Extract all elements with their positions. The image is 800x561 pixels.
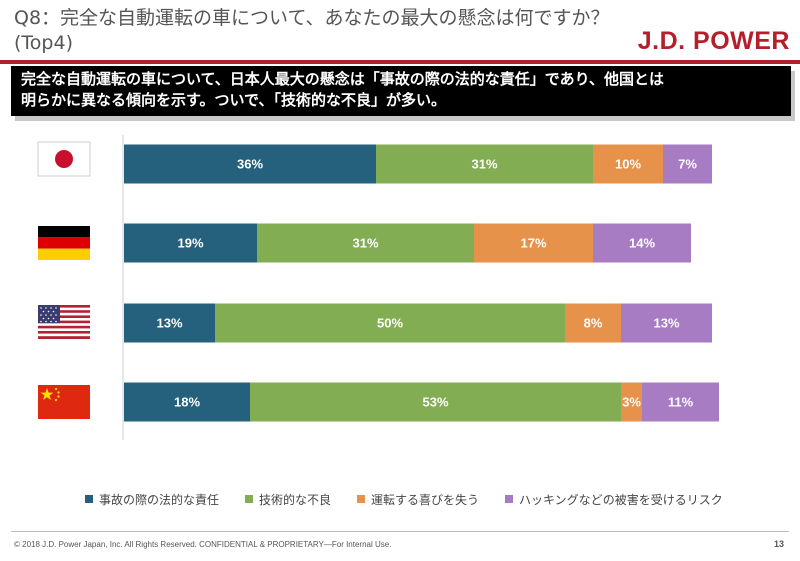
bar-segment xyxy=(621,382,642,422)
legend-label: ハッキングなどの被害を受けるリスク xyxy=(519,492,723,507)
jd-power-logo: J.D. POWER xyxy=(637,27,790,55)
stacked-bar-chart: 36% 31% 10% 7% 19% 31% 17% 14% 13% 50% 8% 13% 18% 53%… xyxy=(37,135,719,440)
japan-flag-icon xyxy=(37,141,91,177)
legend-swatch xyxy=(505,495,514,503)
bar-segment xyxy=(257,223,474,263)
footer-divider xyxy=(11,531,789,532)
legend-label: 運転する喜びを失う xyxy=(371,492,480,507)
bar-value-label: 19% xyxy=(177,236,203,251)
bar-value-label: 8% xyxy=(584,316,603,331)
bar-segment xyxy=(376,144,593,184)
copyright-notice: © 2018 J.D. Power Japan, Inc. All Rights… xyxy=(14,540,392,549)
header-divider xyxy=(0,60,800,64)
bar-segment xyxy=(593,144,663,184)
legend-item-hacking-risk: ハッキングなどの被害を受けるリスク xyxy=(505,491,723,508)
page-number: 13 xyxy=(773,539,784,549)
bar-value-label: 18% xyxy=(174,395,200,410)
bar-value-label: 17% xyxy=(520,236,546,251)
bar-value-label: 13% xyxy=(156,316,182,331)
banner-line-2: 明らかに異なる傾向を示す。ついで、「技術的な不良」が多い。 xyxy=(21,91,446,109)
legend-item-loss-of-driving-joy: 運転する喜びを失う xyxy=(357,491,479,508)
chart-legend: 事故の際の法的な責任 技術的な不良 運転する喜びを失う ハッキングなどの被害を受… xyxy=(85,490,749,508)
bar-value-label: 36% xyxy=(237,157,263,172)
bar-segment xyxy=(124,303,215,343)
germany-flag-icon xyxy=(38,226,90,260)
legend-swatch xyxy=(85,495,93,503)
bar-value-label: 53% xyxy=(422,395,448,410)
bar-segment xyxy=(215,303,565,343)
bar-value-label: 13% xyxy=(653,316,679,331)
legend-label: 技術的な不良 xyxy=(259,492,332,507)
bar-segment xyxy=(474,223,593,263)
bar-value-label: 50% xyxy=(377,316,403,331)
legend-label: 事故の際の法的な責任 xyxy=(99,492,220,507)
legend-item-legal-liability: 事故の際の法的な責任 xyxy=(85,491,219,508)
banner-line-1: 完全な自動運転の車について、日本人最大の懸念は「事故の際の法的な責任」であり、他… xyxy=(21,70,665,88)
bar-value-label: 14% xyxy=(629,236,655,251)
bar-segment xyxy=(565,303,621,343)
bar-value-label: 7% xyxy=(678,157,697,172)
legend-swatch xyxy=(357,495,366,503)
bar-segment xyxy=(124,223,257,263)
bar-segment xyxy=(593,223,691,263)
bar-segment xyxy=(621,303,712,343)
summary-banner: 完全な自動運転の車について、日本人最大の懸念は「事故の際の法的な責任」であり、他… xyxy=(11,66,791,116)
usa-flag-icon xyxy=(38,305,90,339)
bar-segment xyxy=(642,382,719,422)
bar-value-label: 11% xyxy=(668,395,694,410)
bar-segment xyxy=(250,382,621,422)
legend-item-technical-failure: 技術的な不良 xyxy=(245,491,331,508)
bar-segment xyxy=(124,144,376,184)
bar-segment xyxy=(124,382,250,422)
bar-value-label: 31% xyxy=(352,236,378,251)
bar-value-label: 3% xyxy=(622,395,641,410)
bar-segment xyxy=(663,144,712,184)
bar-value-label: 10% xyxy=(615,157,641,172)
bar-value-label: 31% xyxy=(471,157,497,172)
page-title: Q8：完全な自動運転の車について、あなたの最大の懸念は何ですか？ (Top4) xyxy=(14,7,610,54)
china-flag-icon xyxy=(38,385,90,419)
legend-swatch xyxy=(245,495,254,503)
